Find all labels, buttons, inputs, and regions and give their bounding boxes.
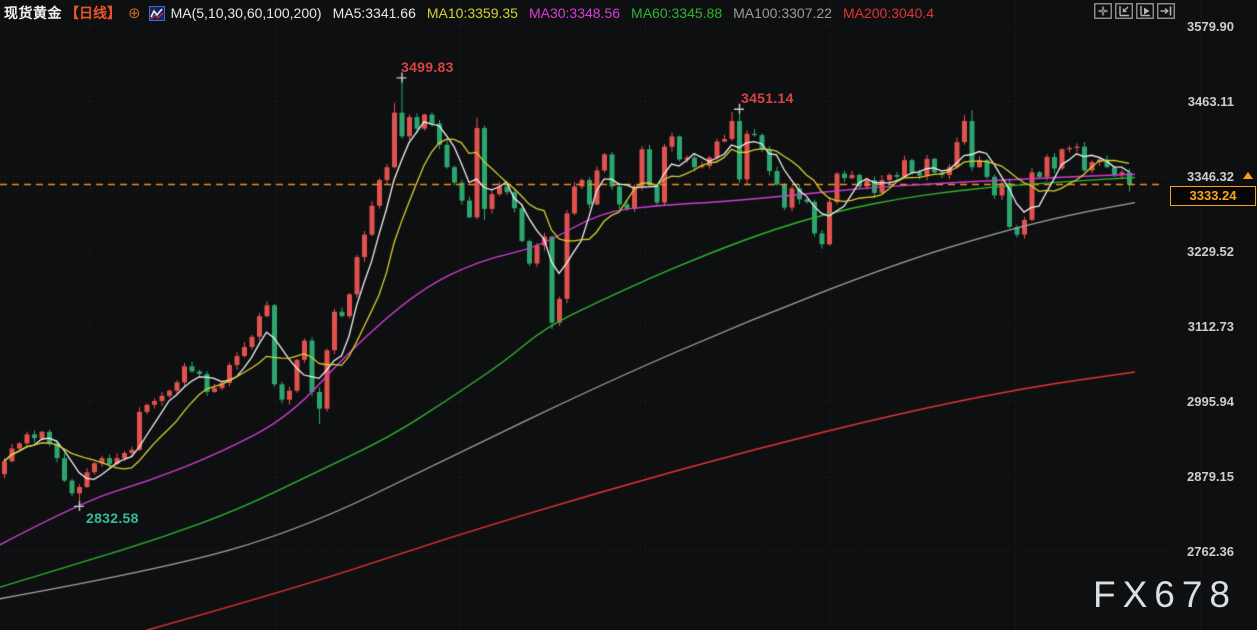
axis-tick-label: 3112.73 — [1187, 319, 1234, 334]
go-to-latest-icon[interactable] — [1157, 3, 1175, 19]
ma5-value: MA5:3341.66 — [332, 5, 416, 21]
ma10-value: MA10:3359.35 — [426, 5, 518, 21]
add-indicator-icon[interactable]: ⊕ — [128, 5, 141, 22]
ma-parameters-label: MA(5,10,30,60,100,200) — [170, 5, 322, 21]
low-annotation: 2832.58 — [86, 510, 139, 526]
price-direction-up-icon — [1243, 172, 1253, 179]
current-price-badge: 3333.24 — [1170, 186, 1256, 206]
fx678-watermark: FX678 — [1092, 574, 1237, 615]
ma200-value: MA200:3040.4 — [842, 5, 935, 21]
kline-logo-icon — [148, 5, 165, 21]
high-annotation: 3499.83 — [401, 59, 454, 75]
high-annotation: 3451.14 — [741, 90, 794, 106]
axis-tick-label: 3579.90 — [1187, 19, 1234, 34]
timeframe-label[interactable]: 【日线】 — [65, 5, 121, 21]
history-back-icon[interactable] — [1115, 3, 1133, 19]
chart-toolbar — [1094, 3, 1175, 19]
axis-tick-label: 2762.36 — [1187, 544, 1234, 559]
chart-header: 现货黄金 【日线】 ⊕ MA(5,10,30,60,100,200) MA5:3… — [4, 3, 934, 23]
axis-tick-label: 2879.15 — [1187, 469, 1234, 484]
ma30-value: MA30:3348.56 — [528, 5, 621, 21]
axis-tick-label: 2995.94 — [1187, 394, 1234, 409]
axis-tick-label: 3463.11 — [1187, 94, 1234, 109]
axis-tick-label: 3346.32 — [1187, 169, 1234, 184]
ma100-value: MA100:3307.22 — [733, 5, 832, 21]
play-forward-icon[interactable] — [1136, 3, 1154, 19]
axis-tick-label: 3229.52 — [1187, 244, 1234, 259]
ma60-value: MA60:3345.88 — [631, 5, 723, 21]
instrument-title: 现货黄金 — [4, 5, 62, 21]
crosshair-tool-icon[interactable] — [1094, 3, 1112, 19]
